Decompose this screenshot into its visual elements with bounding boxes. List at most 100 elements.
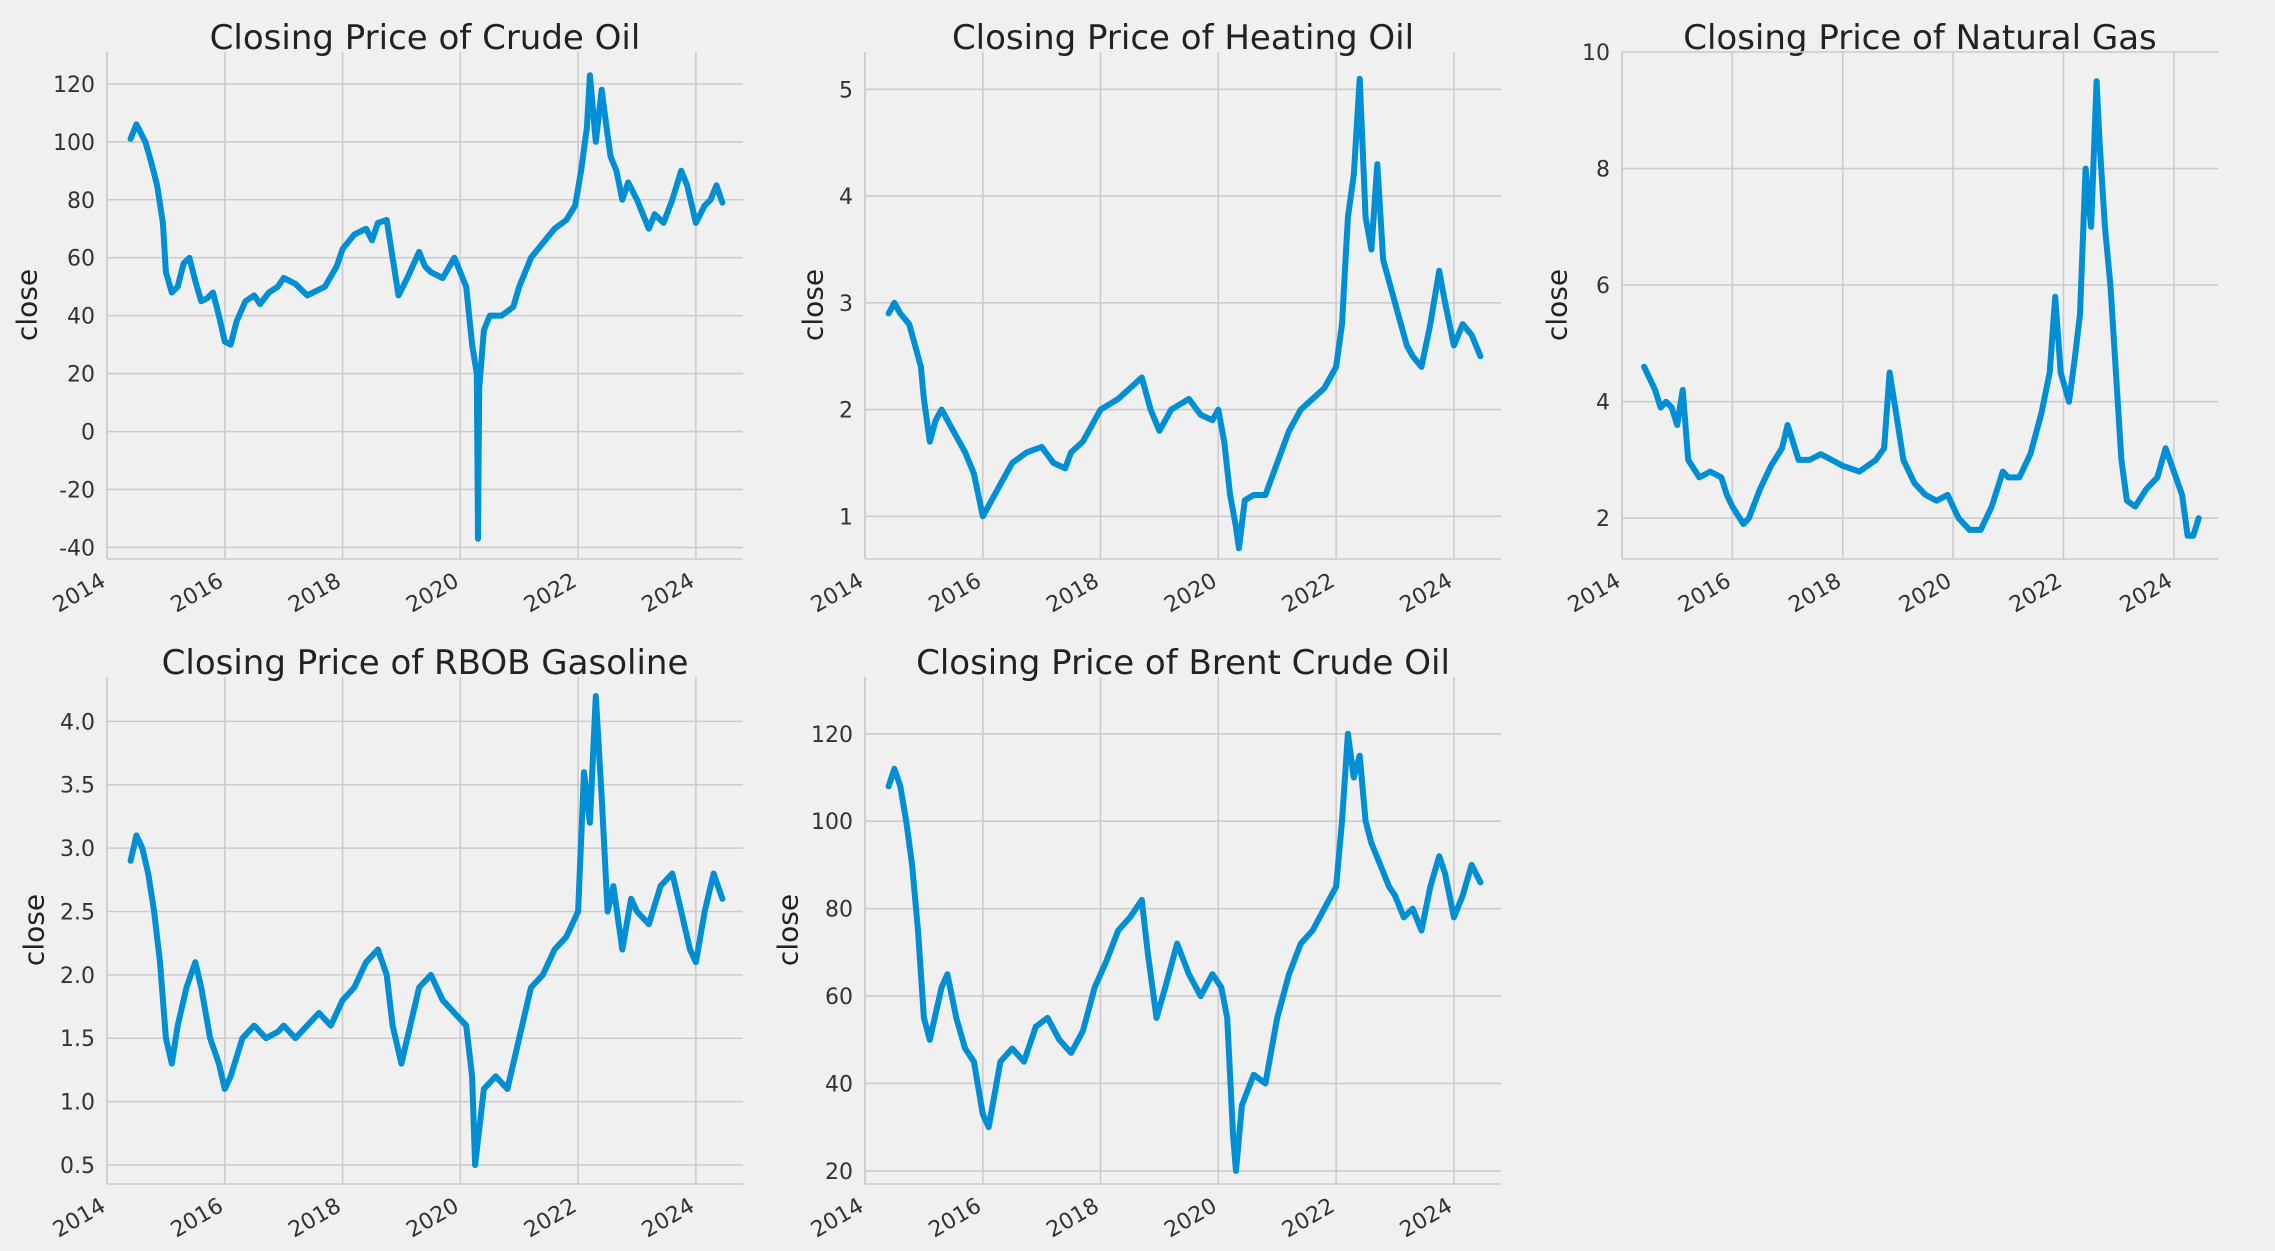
plot-area: 20 40 60 80 100 120 2014 2016 2018 2020 2022 2024 <box>807 677 1501 1243</box>
x-tick-label: 2020 <box>402 1194 463 1244</box>
y-tick-labels: -40 -20 0 20 40 60 80 100 120 <box>53 73 95 562</box>
x-tick-labels: 2014 2016 2018 2020 2022 2024 <box>49 1194 699 1244</box>
y-tick-label: 4 <box>1596 391 1610 416</box>
y-tick-label: 1 <box>839 505 853 530</box>
x-tick-label: 2022 <box>1278 569 1339 619</box>
y-tick-label: 10 <box>1582 41 1610 66</box>
series-line-close <box>127 72 726 542</box>
y-tick-label: 4 <box>839 185 853 210</box>
grid <box>1621 51 2218 559</box>
plot-area: 2 4 6 8 10 2014 2016 2018 2020 2022 2024 <box>1564 41 2218 618</box>
y-tick-label: 20 <box>825 1160 853 1185</box>
x-tick-label: 2016 <box>1674 569 1735 619</box>
x-tick-label: 2024 <box>1396 569 1457 619</box>
series-line-close <box>885 75 1484 552</box>
x-tick-labels: 2014 2016 2018 2020 2022 2024 <box>807 1194 1457 1244</box>
y-tick-label: 80 <box>825 898 853 923</box>
y-tick-label: 6 <box>1596 274 1610 299</box>
x-tick-label: 2020 <box>1160 569 1221 619</box>
x-tick-labels: 2014 2016 2018 2020 2022 2024 <box>807 569 1457 619</box>
y-tick-label: 5 <box>839 78 853 103</box>
y-tick-label: 100 <box>811 810 853 835</box>
y-tick-label: 120 <box>53 73 95 98</box>
x-tick-label: 2020 <box>1895 569 1956 619</box>
x-tick-labels: 2014 2016 2018 2020 2022 2024 <box>1564 569 2177 619</box>
y-tick-labels: 20 40 60 80 100 120 <box>811 723 853 1185</box>
panel-rbob-gasoline: Closing Price of RBOB Gasoline close 0.5… <box>18 643 743 1243</box>
y-tick-label: 2.5 <box>60 900 95 925</box>
chart-title: Closing Price of Heating Oil <box>951 18 1415 58</box>
x-tick-label: 2022 <box>2005 569 2066 619</box>
y-axis-label: close <box>1540 268 1574 342</box>
y-tick-label: 60 <box>825 985 853 1010</box>
y-axis-label: close <box>796 268 830 342</box>
y-tick-label: 60 <box>67 247 95 272</box>
plot-area: -40 -20 0 20 40 60 80 100 120 2014 2016 2018 2020 202… <box>49 52 743 618</box>
y-tick-label: 100 <box>53 131 95 156</box>
x-tick-label: 2024 <box>638 1194 699 1244</box>
x-tick-label: 2018 <box>1785 569 1846 619</box>
y-tick-label: 20 <box>67 363 95 388</box>
x-tick-label: 2020 <box>1160 1194 1221 1244</box>
y-tick-label: 4.0 <box>60 710 95 735</box>
series-line-close <box>885 730 1484 1174</box>
y-tick-label: 3.5 <box>60 774 95 799</box>
x-tick-label: 2016 <box>925 569 986 619</box>
x-tick-label: 2020 <box>402 569 463 619</box>
y-tick-label: -40 <box>59 536 95 561</box>
panel-heating-oil: Closing Price of Heating Oil close 1 2 3 4 5… <box>797 18 1501 618</box>
y-axis-label: close <box>10 268 44 342</box>
y-tick-label: 2 <box>1596 507 1610 532</box>
chart-title: Closing Price of Brent Crude Oil <box>916 643 1450 683</box>
x-tick-label: 2014 <box>807 569 868 619</box>
grid <box>864 677 1501 1184</box>
y-tick-labels: 1 2 3 4 5 <box>839 78 853 530</box>
y-tick-label: 1.5 <box>60 1027 95 1052</box>
x-tick-label: 2024 <box>2116 569 2177 619</box>
x-tick-label: 2014 <box>807 1194 868 1244</box>
x-tick-label: 2016 <box>167 1194 228 1244</box>
x-tick-label: 2022 <box>520 1194 581 1244</box>
x-tick-label: 2016 <box>167 569 228 619</box>
panel-brent-crude-oil: Closing Price of Brent Crude Oil close 2… <box>772 643 1501 1243</box>
chart-title: Closing Price of RBOB Gasoline <box>161 643 689 683</box>
x-tick-label: 2018 <box>1043 569 1104 619</box>
x-tick-label: 2014 <box>49 1194 110 1244</box>
x-tick-label: 2022 <box>520 569 581 619</box>
y-tick-label: 120 <box>811 723 853 748</box>
grid <box>864 52 1501 559</box>
x-tick-label: 2024 <box>1396 1194 1457 1244</box>
y-tick-label: 3.0 <box>60 837 95 862</box>
x-tick-label: 2018 <box>1043 1194 1104 1244</box>
x-tick-label: 2022 <box>1278 1194 1339 1244</box>
y-axis-label: close <box>17 893 51 967</box>
x-tick-label: 2024 <box>638 569 699 619</box>
plot-area: 1 2 3 4 5 2014 2016 2018 2020 2022 2024 <box>807 52 1501 618</box>
x-tick-label: 2014 <box>1564 569 1625 619</box>
y-tick-label: 2 <box>839 399 853 424</box>
y-tick-label: 40 <box>825 1072 853 1097</box>
panel-crude-oil: Closing Price of Crude Oil close -40 -20 0… <box>11 18 743 618</box>
y-tick-label: 1.0 <box>60 1091 95 1116</box>
y-tick-labels: 0.5 1.0 1.5 2.0 2.5 3.0 3.5 4.0 <box>60 710 95 1179</box>
series-line-close <box>1641 78 2202 539</box>
y-tick-label: 0.5 <box>60 1154 95 1179</box>
y-tick-label: 3 <box>839 292 853 317</box>
y-tick-label: 80 <box>67 189 95 214</box>
x-tick-labels: 2014 2016 2018 2020 2022 2024 <box>49 569 699 619</box>
y-axis-label: close <box>771 893 805 967</box>
x-tick-label: 2016 <box>925 1194 986 1244</box>
y-tick-label: 40 <box>67 305 95 330</box>
grid <box>106 52 743 559</box>
grid <box>106 677 743 1184</box>
x-tick-label: 2018 <box>285 1194 346 1244</box>
chart-title: Closing Price of Crude Oil <box>209 18 641 58</box>
x-tick-label: 2014 <box>49 569 110 619</box>
y-tick-label: -20 <box>59 478 95 503</box>
series-line-close <box>127 693 726 1168</box>
y-tick-label: 8 <box>1596 158 1610 183</box>
y-tick-label: 2.0 <box>60 964 95 989</box>
x-tick-label: 2018 <box>285 569 346 619</box>
